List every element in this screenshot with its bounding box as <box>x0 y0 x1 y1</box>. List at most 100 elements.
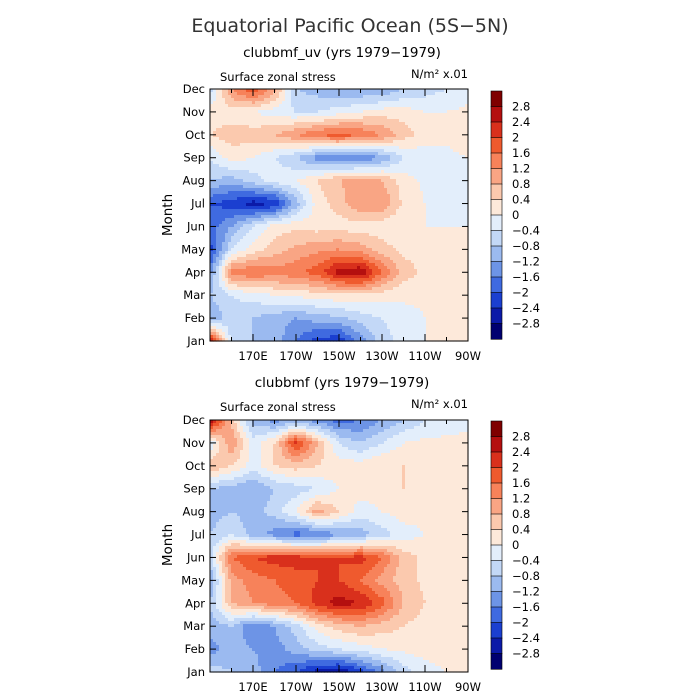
heatmap-cell <box>333 119 337 123</box>
heatmap-cell <box>285 98 289 102</box>
heatmap-cell <box>282 194 286 198</box>
heatmap-cell <box>315 161 319 165</box>
heatmap-cell <box>345 245 349 249</box>
heatmap-cell <box>417 125 421 129</box>
heatmap-cell <box>438 92 442 96</box>
heatmap-cell <box>405 113 409 117</box>
heatmap-cell <box>387 182 391 186</box>
heatmap-cell <box>210 215 214 219</box>
heatmap-cell <box>309 110 313 114</box>
heatmap-cell <box>210 197 214 201</box>
heatmap-cell <box>357 191 361 195</box>
heatmap-cell <box>210 260 214 264</box>
heatmap-cell <box>276 119 280 123</box>
heatmap-cell <box>267 233 271 237</box>
heatmap-cell <box>393 158 397 162</box>
heatmap-cell <box>414 221 418 225</box>
heatmap-cell <box>369 230 373 234</box>
heatmap-cell <box>279 239 283 243</box>
heatmap-cell <box>252 137 256 141</box>
heatmap-cell <box>435 221 439 225</box>
heatmap-cell <box>363 182 367 186</box>
heatmap-cell <box>345 209 349 213</box>
heatmap-cell <box>294 182 298 186</box>
heatmap-cell <box>339 134 343 138</box>
heatmap-cell <box>300 200 304 204</box>
heatmap-cell <box>435 236 439 240</box>
heatmap-cell <box>363 170 367 174</box>
heatmap-cell <box>234 167 238 171</box>
heatmap-cell <box>240 119 244 123</box>
heatmap-cell <box>315 149 319 153</box>
heatmap-cell <box>363 227 367 231</box>
heatmap-cell <box>408 230 412 234</box>
heatmap-cell <box>345 131 349 135</box>
heatmap-cell <box>441 131 445 135</box>
heatmap-cell <box>246 170 250 174</box>
heatmap-cell <box>234 134 238 138</box>
heatmap-cell <box>396 110 400 114</box>
heatmap-cell <box>234 161 238 165</box>
heatmap-cell <box>411 215 415 219</box>
heatmap-cell <box>339 140 343 144</box>
heatmap-cell <box>360 119 364 123</box>
heatmap-cell <box>237 191 241 195</box>
heatmap-cell <box>210 254 214 258</box>
heatmap-cell <box>249 131 253 135</box>
heatmap-cell <box>246 140 250 144</box>
heatmap-cell <box>270 239 274 243</box>
heatmap-cell <box>405 242 409 246</box>
heatmap-cell <box>414 197 418 201</box>
heatmap-cell <box>369 221 373 225</box>
heatmap-cell <box>249 212 253 216</box>
heatmap-cell <box>315 218 319 222</box>
heatmap-cell <box>459 212 463 216</box>
heatmap-cell <box>333 164 337 168</box>
heatmap-cell <box>354 113 358 117</box>
heatmap-cell <box>417 230 421 234</box>
heatmap-cell <box>342 149 346 153</box>
heatmap-cell <box>336 248 340 252</box>
heatmap-cell <box>459 206 463 210</box>
heatmap-cell <box>279 113 283 117</box>
heatmap-cell <box>282 197 286 201</box>
heatmap-cell <box>450 251 454 255</box>
heatmap-cell <box>306 257 310 261</box>
heatmap-cell <box>345 101 349 105</box>
heatmap-cell <box>276 95 280 99</box>
heatmap-cell <box>258 224 262 228</box>
heatmap-cell <box>429 221 433 225</box>
heatmap-cell <box>312 230 316 234</box>
heatmap-cell <box>234 140 238 144</box>
heatmap-cell <box>462 218 466 222</box>
heatmap-cell <box>408 170 412 174</box>
heatmap-cell <box>303 107 307 111</box>
heatmap-cell <box>219 137 223 141</box>
heatmap-cell <box>240 89 244 93</box>
heatmap-cell <box>336 215 340 219</box>
heatmap-cell <box>402 200 406 204</box>
heatmap-cell <box>384 95 388 99</box>
heatmap-cell <box>411 230 415 234</box>
heatmap-cell <box>276 89 280 93</box>
heatmap-cell <box>300 239 304 243</box>
heatmap-cell <box>450 197 454 201</box>
heatmap-cell <box>246 188 250 192</box>
heatmap-cell <box>246 209 250 213</box>
heatmap-cell <box>231 134 235 138</box>
heatmap-cell <box>456 113 460 117</box>
heatmap-cell <box>297 230 301 234</box>
heatmap-cell <box>261 188 265 192</box>
heatmap-cell <box>465 131 469 135</box>
heatmap-cell <box>363 233 367 237</box>
heatmap-cell <box>273 209 277 213</box>
heatmap-cell <box>258 173 262 177</box>
heatmap-cell <box>459 200 463 204</box>
heatmap-cell <box>309 161 313 165</box>
heatmap-cell <box>360 197 364 201</box>
heatmap-cell <box>381 182 385 186</box>
heatmap-cell <box>360 176 364 180</box>
heatmap-cell <box>243 236 247 240</box>
heatmap-cell <box>399 254 403 258</box>
heatmap-cell <box>252 92 256 96</box>
